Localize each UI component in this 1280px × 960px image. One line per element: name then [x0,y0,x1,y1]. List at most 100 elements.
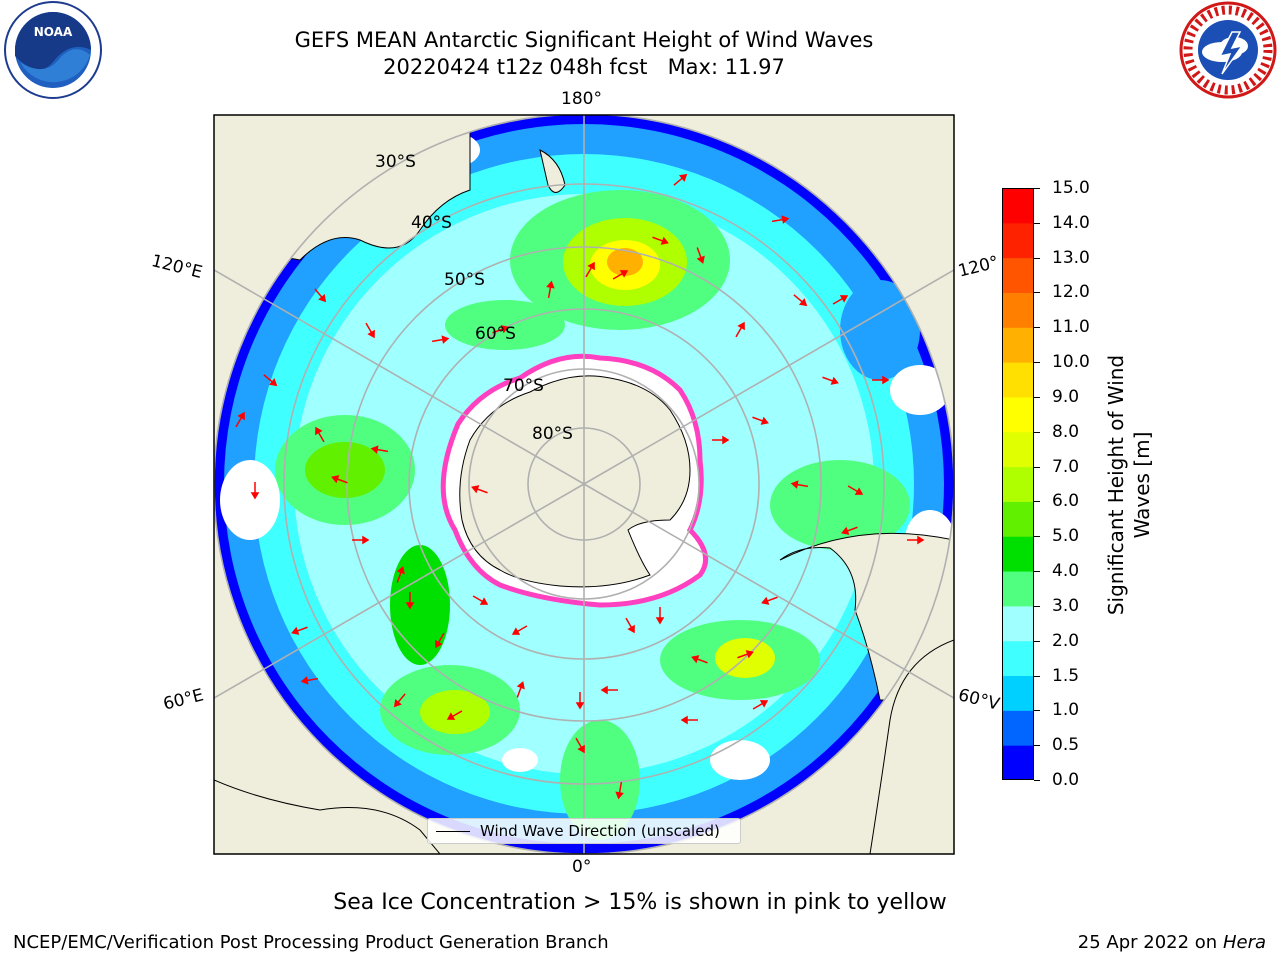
colorbar-tick-label: 5.0 [1052,526,1080,547]
colorbar-tick-mark [1034,605,1040,607]
lat-label-30s: 30°S [375,152,416,172]
map-subtitle: 20220424 t12z 048h fcst Max: 11.97 [383,55,785,79]
arrow [673,173,688,186]
arrow [752,416,769,425]
wind-wave-arrows [235,173,925,800]
arrow [696,247,705,264]
colorbar-tick-label: 1.5 [1052,665,1080,686]
arrow [405,592,415,610]
colorbar-label-line1: Significant Height of Wind [1104,354,1128,616]
arrow [516,681,525,698]
nws-logo-icon [1179,1,1277,99]
colorbar-tick-mark [1034,710,1040,712]
arrow [546,280,555,299]
colorbar-tick-label: 13.0 [1052,247,1090,268]
colorbar-segment [1002,710,1034,746]
map-title: GEFS MEAN Antarctic Significant Height o… [294,28,874,52]
colorbar-tick-label: 6.0 [1052,491,1080,512]
arrow [370,445,389,454]
colorbar-tick-mark [1034,292,1040,294]
arrow [431,335,450,344]
colorbar-segment [1002,466,1034,502]
colorbar-tick-mark [1034,780,1040,781]
colorbar-tick-label: 14.0 [1052,212,1090,233]
colorbar-tick-mark [1034,466,1040,468]
colorbar-tick-label: 3.0 [1052,595,1080,616]
colorbar-segment [1002,536,1034,572]
lat-label-40s: 40°S [411,213,452,233]
colorbar-tick-label: 0.5 [1052,735,1080,756]
colorbar-tick-mark [1034,675,1040,677]
footer-host: Hera [1222,932,1266,953]
arrow [761,596,778,605]
colorbar-tick-label: 10.0 [1052,352,1090,373]
lat-label-80s: 80°S [532,424,573,444]
colorbar-tick-mark [1034,396,1040,398]
footer-date-text: 25 Apr 2022 on [1077,932,1218,953]
arrow [625,617,635,634]
colorbar-tick-mark [1034,431,1040,433]
arrow [291,626,308,635]
arrow [841,526,858,535]
arrow [472,595,489,605]
colorbar-segment [1002,292,1034,328]
colorbar-border [1002,188,1034,780]
arrow [585,261,595,278]
legend-line-swatch [436,830,470,832]
colorbar-segment [1002,675,1034,711]
arrow [331,475,348,484]
arrow [737,650,754,659]
arrow [691,655,708,664]
arrow [847,485,864,495]
arrow [352,535,370,545]
colorbar-label-line2: Waves [m] [1130,431,1154,539]
arrow [680,715,698,725]
colorbar-tick-mark [1034,745,1040,747]
colorbar-segment [1002,362,1034,398]
footer-date: 25 Apr 2022 on Hera [1078,932,1266,953]
lat-label-50s: 50°S [444,270,485,290]
arrow [446,710,463,720]
arrow [263,374,278,387]
map-legend: Wind Wave Direction (unscaled) [427,818,741,844]
arrow [655,607,665,625]
arrow [396,566,405,583]
arrow [872,375,890,385]
legend-label: Wind Wave Direction (unscaled) [480,822,720,840]
lon-label-0: 0° [572,857,592,877]
colorbar-tick-label: 15.0 [1052,178,1090,198]
colorbar [1002,188,1034,780]
colorbar-segment [1002,605,1034,642]
colorbar-segment [1002,396,1034,433]
arrow [790,480,809,489]
arrow [612,270,629,280]
arrow [314,288,327,303]
arrow [471,485,488,494]
colorbar-tick-mark [1034,327,1040,329]
sea-ice-note: Sea Ice Concentration > 15% is shown in … [333,890,947,915]
colorbar-tick-mark [1034,536,1040,538]
colorbar-segment [1002,745,1034,780]
arrow [365,322,375,339]
colorbar-tick-label: 8.0 [1052,421,1080,442]
noaa-logo-icon: NOAA [4,1,102,99]
arrow [492,325,509,334]
arrow [735,321,745,338]
arrow [235,411,245,428]
arrow [712,435,730,445]
lat-label-60s: 60°S [475,324,516,344]
colorbar-segment [1002,327,1034,363]
colorbar-segment [1002,501,1034,537]
arrow [300,676,319,685]
arrow [600,685,618,695]
arrow [575,692,585,710]
colorbar-tick-label: 2.0 [1052,630,1080,651]
colorbar-tick-label: 4.0 [1052,561,1080,582]
arrow [393,693,406,708]
colorbar-tick-label: 12.0 [1052,282,1090,303]
lat-label-70s: 70°S [503,376,544,396]
colorbar-tick-mark [1034,362,1040,364]
arrow [822,376,839,385]
colorbar-tick-label: 0.0 [1052,770,1080,790]
